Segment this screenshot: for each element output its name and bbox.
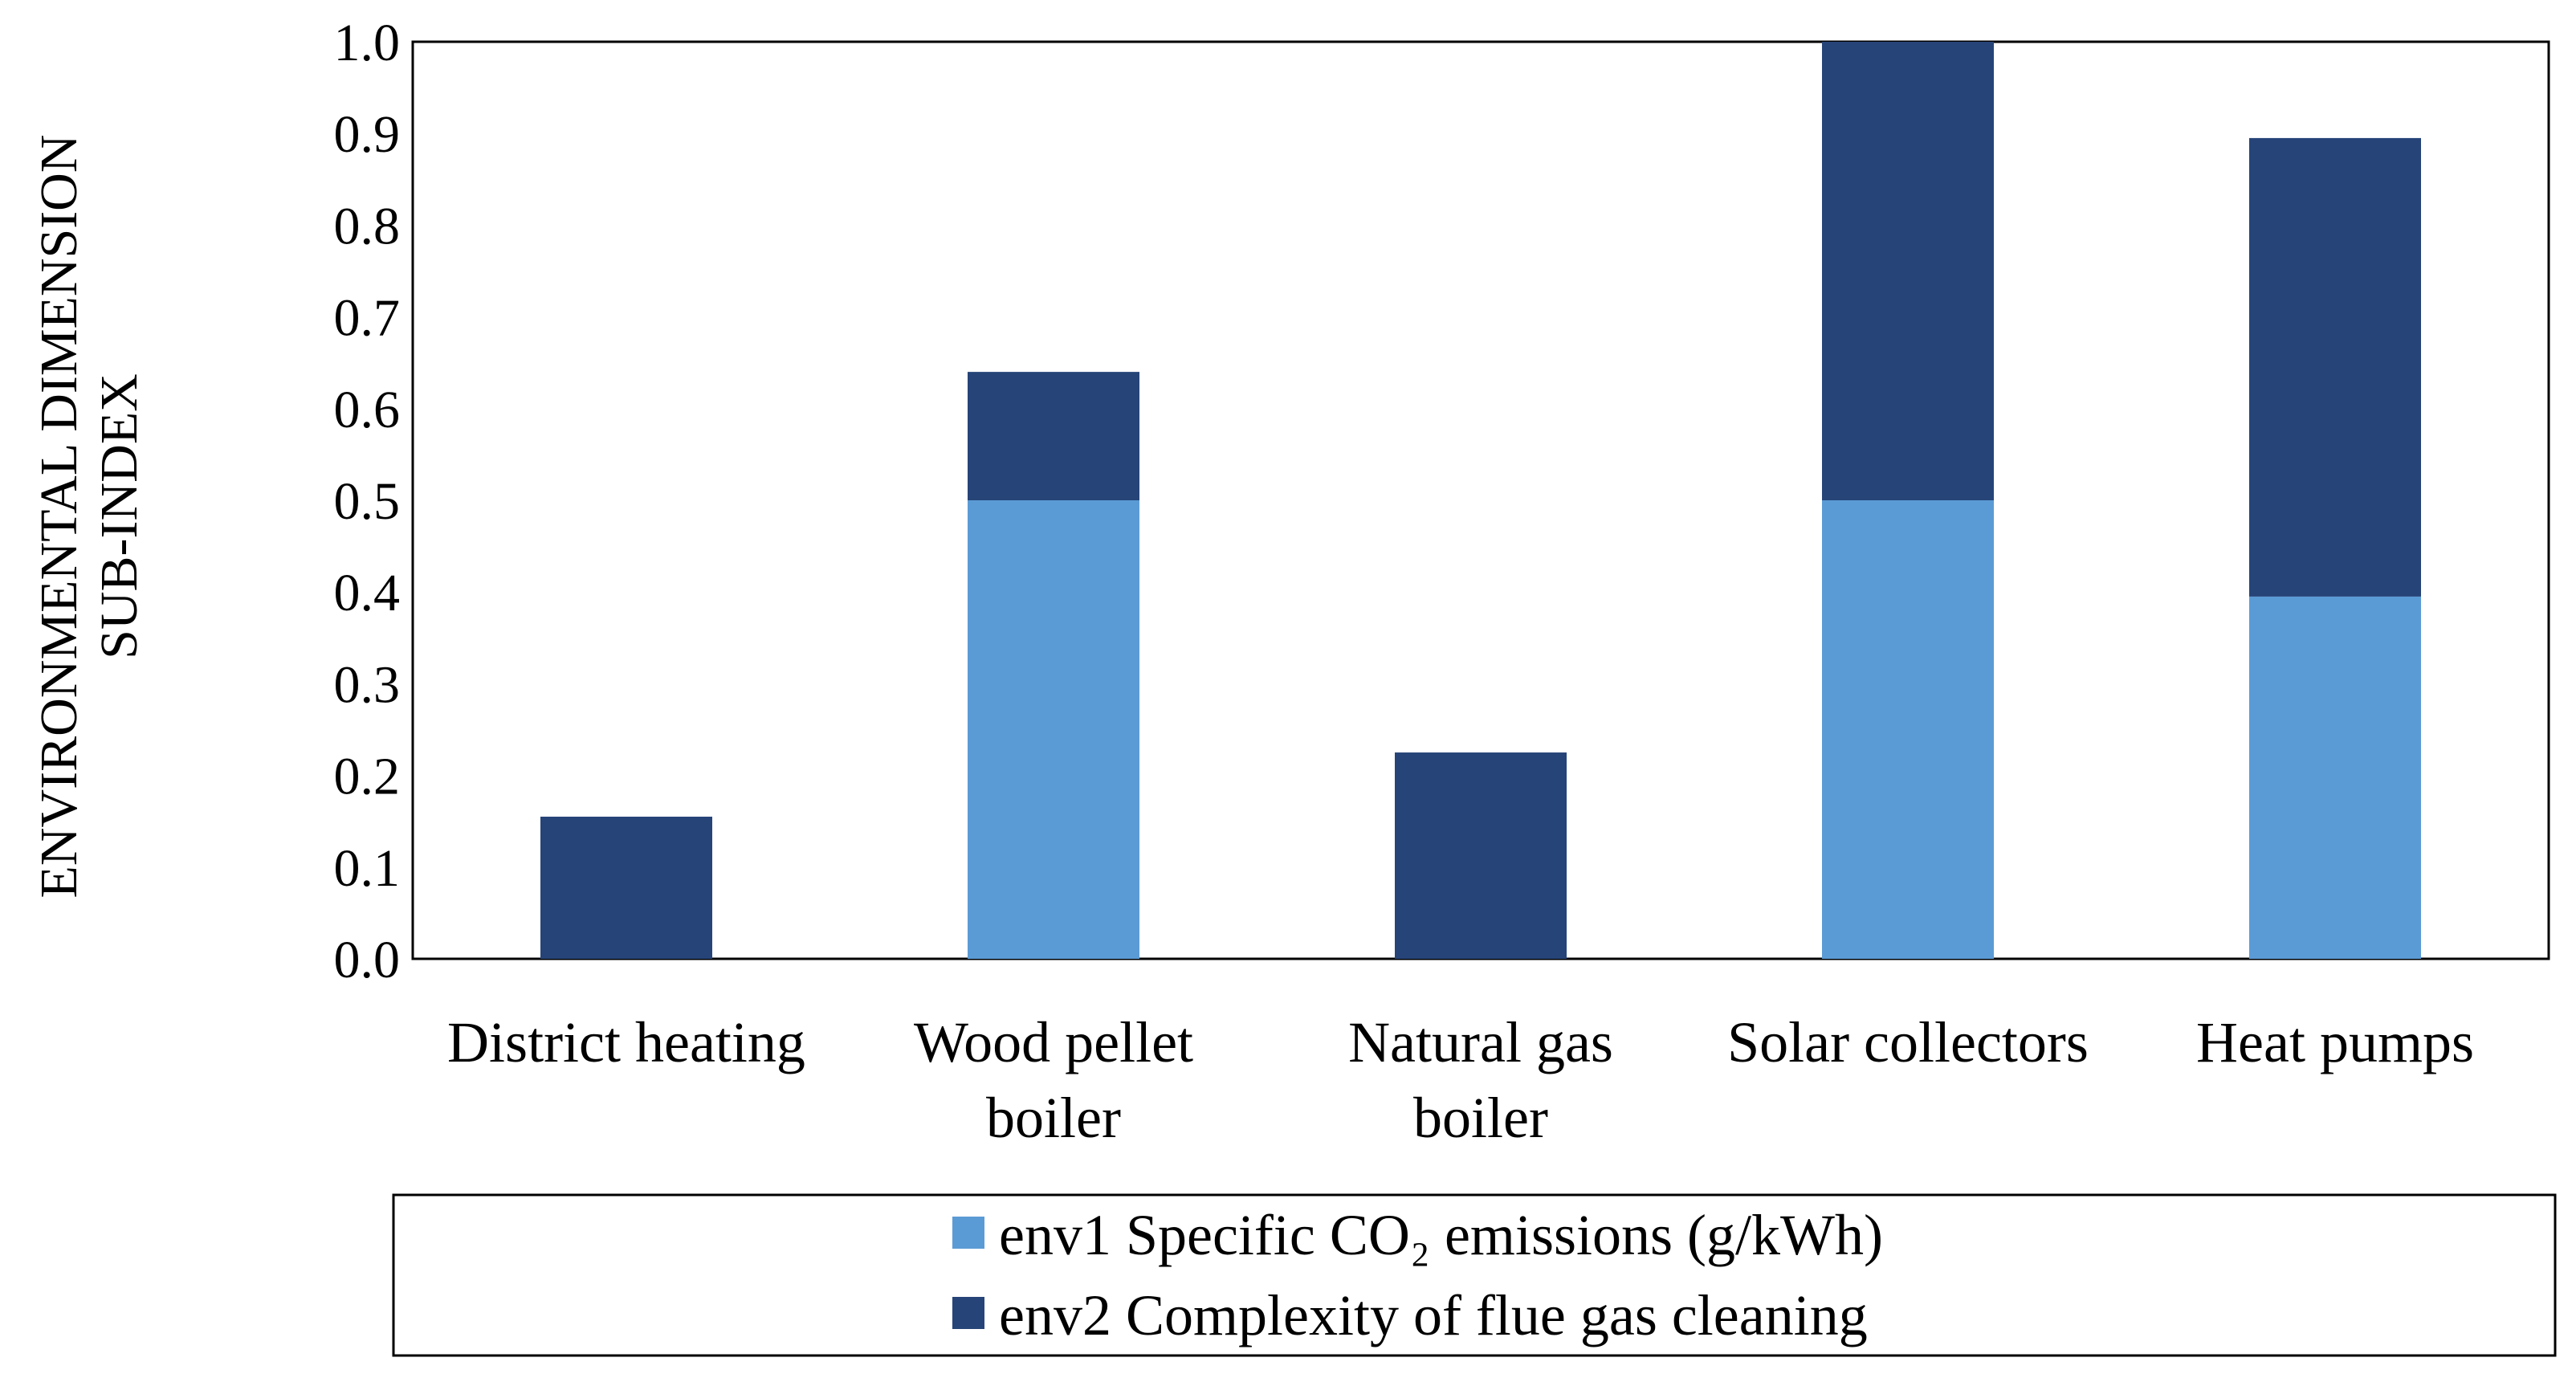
y-tick-label: 0.5 xyxy=(334,472,401,531)
x-category-label: Solar collectors xyxy=(1727,1010,2089,1074)
y-tick-label: 0.3 xyxy=(334,655,401,714)
y-axis-title-line-2: SUB-INDEX xyxy=(90,373,149,659)
x-category-label: Heat pumps xyxy=(2196,1010,2474,1074)
bar-series1-category4 xyxy=(1822,500,1994,959)
y-tick-label: 0.6 xyxy=(334,381,401,439)
x-category-label: Wood pellet xyxy=(914,1010,1193,1074)
y-tick-label: 0.0 xyxy=(334,931,401,989)
legend-label-series2: env2 Complexity of flue gas cleaning xyxy=(999,1283,1868,1347)
x-category-label: Natural gas xyxy=(1348,1010,1613,1074)
y-tick-label: 1.0 xyxy=(334,14,401,72)
y-tick-label: 0.4 xyxy=(334,564,401,622)
bar-series1-category5 xyxy=(2249,596,2421,959)
bar-series2-category3 xyxy=(1395,752,1567,959)
y-tick-label: 0.9 xyxy=(334,105,401,164)
y-axis-title-line-1: ENVIRONMENTAL DIMENSION xyxy=(30,134,88,898)
x-axis-labels: District heating Wood pellet boiler Natural… xyxy=(447,1010,2474,1150)
x-category-label: boiler xyxy=(1413,1086,1548,1150)
y-tick-label: 0.1 xyxy=(334,839,401,898)
y-axis-ticks: 0.0 0.1 0.2 0.3 0.4 0.5 0.6 0.7 0.8 0.9 1.0 xyxy=(334,14,401,989)
bar-series2-category2 xyxy=(968,372,1139,500)
x-category-label: boiler xyxy=(986,1086,1121,1150)
legend-swatch-series1 xyxy=(952,1217,984,1249)
y-tick-label: 0.7 xyxy=(334,289,401,348)
legend: env1 Specific CO₂ emissions (g/kWh) env2 … xyxy=(392,1193,2557,1357)
bars xyxy=(540,42,2421,959)
y-tick-label: 0.2 xyxy=(334,748,401,806)
y-tick-label: 0.8 xyxy=(334,197,401,255)
bar-series2-category5 xyxy=(2249,137,2421,597)
y-axis-title: ENVIRONMENTAL DIMENSION SUB-INDEX xyxy=(30,134,149,898)
legend-label-series1: env1 Specific CO₂ emissions (g/kWh) xyxy=(999,1203,1883,1267)
legend-swatch-series2 xyxy=(952,1297,984,1329)
legend-box xyxy=(392,1193,2557,1357)
bar-series2-category4 xyxy=(1822,42,1994,500)
x-category-label: District heating xyxy=(447,1010,805,1074)
bar-series1-category2 xyxy=(968,500,1139,959)
bar-series2-category1 xyxy=(540,816,712,959)
